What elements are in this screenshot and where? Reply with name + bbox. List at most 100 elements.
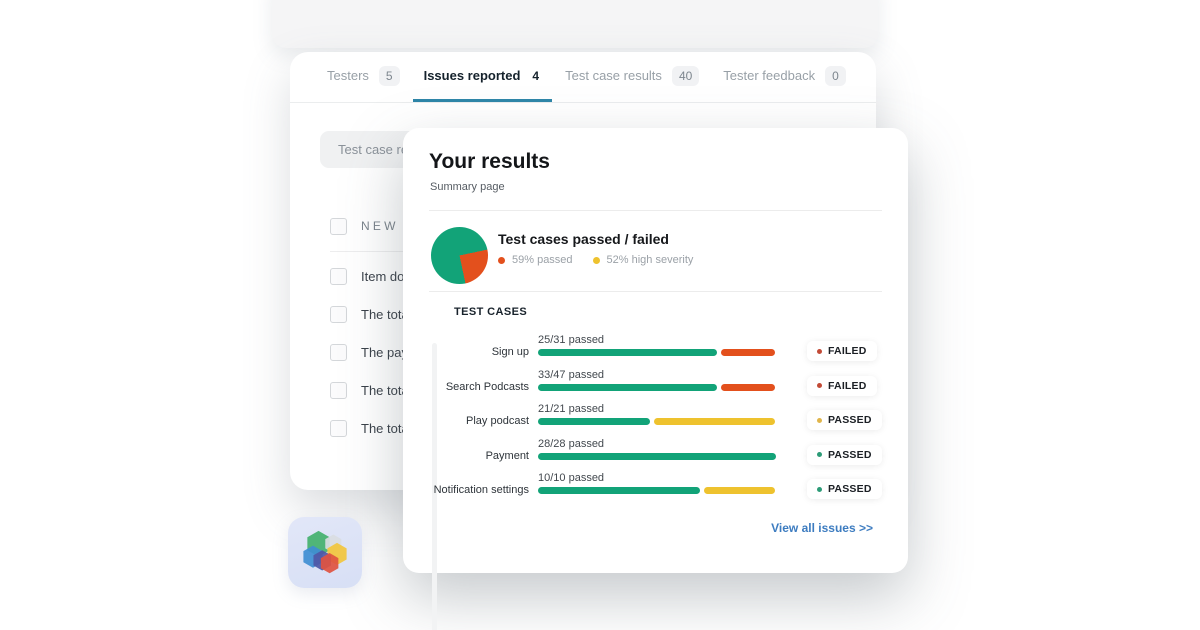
filter-pill-label: Test case re	[338, 142, 409, 157]
issue-checkbox[interactable]	[330, 419, 347, 437]
hexagon-cluster-logo-icon	[303, 530, 347, 573]
status-badge: PASSED	[807, 479, 882, 499]
test-case-row: Play podcast 21/21 passed PASSED	[403, 403, 908, 437]
status-dot-icon	[817, 348, 822, 354]
background-card-top	[272, 0, 878, 48]
status-label: FAILED	[828, 345, 867, 357]
test-case-passed-label: 28/28 passed	[538, 437, 605, 450]
status-dot-icon	[817, 486, 822, 492]
issue-list-item[interactable]: The tota	[330, 371, 620, 409]
tab-testers[interactable]: Testers 5	[316, 52, 411, 102]
status-dot-icon	[817, 383, 822, 388]
app-logo-badge	[288, 517, 362, 588]
status-dot-icon	[817, 417, 822, 423]
status-label: PASSED	[828, 414, 872, 426]
tab-label: Testers	[327, 68, 369, 83]
progress-segment	[720, 349, 776, 356]
tab-count-badge: 0	[825, 65, 846, 86]
tab-count-badge: 4	[532, 68, 540, 83]
issues-list: NEW I Item doe The tota The pay The tota The…	[330, 207, 620, 447]
progress-segment	[538, 487, 700, 494]
issue-label: The tota	[361, 306, 409, 322]
status-badge: PASSED	[807, 410, 882, 430]
issue-list-item[interactable]: Item doe	[330, 257, 620, 295]
view-all-issues-link[interactable]: View all issues >>	[771, 521, 873, 535]
progress-segment	[538, 349, 717, 356]
legend-item: 59% passed	[498, 254, 573, 266]
issue-label: The tota	[361, 420, 409, 436]
issues-list-header-row: NEW I	[330, 207, 620, 245]
status-badge: PASSED	[807, 444, 882, 465]
results-card: Your results Summary page Test cases pas…	[403, 128, 908, 630]
test-case-progress-bar	[538, 452, 776, 460]
status-dot-icon	[817, 452, 822, 457]
issue-list-item[interactable]: The pay	[330, 333, 620, 371]
hexagon-red-icon	[320, 552, 339, 573]
legend-item: 52% high severity	[592, 254, 694, 266]
status-badge: FAILED	[807, 341, 877, 361]
results-subtitle: Summary page	[430, 181, 505, 193]
test-case-row: Payment 28/28 passed PASSED	[403, 438, 908, 472]
tab-count-badge: 40	[671, 65, 700, 86]
legend-label: 59% passed	[512, 254, 573, 266]
test-case-name: Play podcast	[466, 415, 529, 427]
results-title: Your results	[429, 150, 550, 173]
tab-test-case-results[interactable]: Test case results 40	[554, 52, 710, 102]
tab-label: Test case results	[565, 68, 662, 83]
issue-checkbox[interactable]	[330, 305, 347, 323]
test-case-name: Search Podcasts	[445, 380, 529, 393]
issue-checkbox[interactable]	[330, 267, 347, 285]
issue-label: Item doe	[361, 268, 412, 284]
scrollbar-track[interactable]	[432, 343, 437, 630]
test-cases-section-title: TEST CASES	[454, 306, 528, 318]
status-label: FAILED	[828, 379, 867, 392]
test-case-progress-bar	[538, 418, 776, 425]
legend-dot-icon	[498, 256, 505, 264]
test-case-passed-label: 21/21 passed	[538, 403, 605, 415]
issue-label: The pay	[361, 344, 408, 360]
test-case-row: Search Podcasts 33/47 passed FAILED	[403, 369, 908, 403]
test-case-name: Payment	[485, 449, 529, 462]
test-case-progress-bar	[538, 349, 776, 356]
issue-checkbox[interactable]	[330, 381, 347, 399]
status-badge: FAILED	[807, 375, 877, 396]
status-label: PASSED	[828, 448, 872, 461]
issue-list-item[interactable]: The tota	[330, 295, 620, 333]
progress-segment	[720, 383, 776, 391]
progress-segment	[538, 383, 717, 391]
test-case-row: Sign up 25/31 passed FAILED	[403, 334, 908, 368]
issue-rows-host: Item doe The tota The pay The tota The tota	[330, 257, 620, 447]
progress-segment	[538, 452, 776, 460]
tab-count-badge: 5	[378, 65, 400, 86]
test-case-passed-label: 33/47 passed	[538, 368, 605, 381]
divider	[429, 210, 882, 211]
pass-fail-pie-chart	[431, 227, 488, 284]
issues-list-header-label: NEW I	[361, 219, 412, 233]
test-case-row: Notification settings 10/10 passed PASSED	[403, 472, 908, 506]
progress-segment	[703, 487, 776, 494]
issue-list-item[interactable]: The tota	[330, 409, 620, 447]
tab-bar: Testers 5 Issues reported 4 Test case result…	[290, 52, 876, 103]
test-case-name: Notification settings	[433, 484, 529, 496]
tab-label: Tester feedback	[723, 68, 816, 83]
summary-heading: Test cases passed / failed	[498, 231, 669, 247]
legend-dot-icon	[592, 256, 600, 264]
tab-tester-feedback[interactable]: Tester feedback 0	[712, 52, 856, 102]
test-case-passed-label: 25/31 passed	[538, 334, 605, 346]
test-case-progress-bar	[538, 383, 776, 391]
progress-segment	[538, 418, 650, 425]
pie-legend: 59% passed 52% high severity	[498, 254, 693, 266]
select-all-checkbox[interactable]	[330, 217, 347, 235]
test-case-passed-label: 10/10 passed	[538, 472, 605, 484]
issue-label: The tota	[361, 382, 409, 398]
test-case-rows: Sign up 25/31 passed FAILED Search Podcasts…	[403, 128, 908, 573]
issue-checkbox[interactable]	[330, 343, 347, 361]
test-case-name: Sign up	[491, 346, 529, 358]
status-label: PASSED	[828, 483, 872, 495]
divider	[429, 291, 882, 292]
tab-label: Issues reported	[423, 68, 521, 83]
legend-label: 52% high severity	[606, 254, 694, 266]
tab-issues-reported[interactable]: Issues reported 4	[412, 52, 553, 102]
progress-segment	[653, 418, 776, 425]
